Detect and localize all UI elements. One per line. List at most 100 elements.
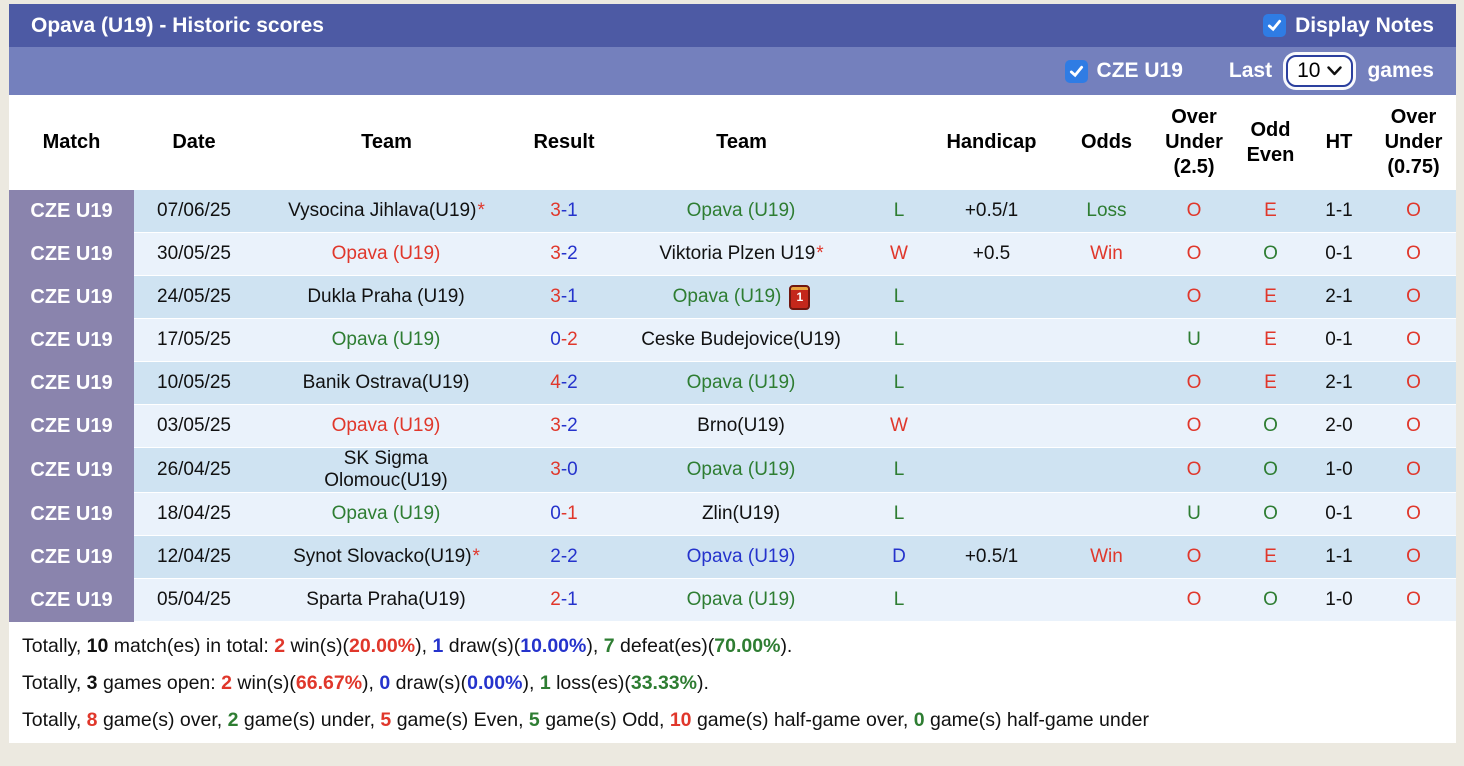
away-team-link[interactable]: Viktoria Plzen U19 (659, 243, 816, 264)
odds-cell (1059, 276, 1154, 319)
home-team-link[interactable]: Dukla Praha (U19) (307, 286, 465, 307)
away-team-link[interactable]: Ceske Budejovice(U19) (641, 329, 841, 350)
date-cell: 26/04/25 (134, 448, 254, 493)
summary: Totally, 10 match(es) in total: 2 win(s)… (9, 622, 1456, 743)
score-cell: 2-2 (519, 536, 609, 579)
summary-segment: game(s) over, (97, 709, 228, 731)
ht-cell: 0-1 (1307, 319, 1371, 362)
summary-segment: 2 (227, 709, 239, 731)
away-team-link[interactable]: Opava (U19) (686, 459, 796, 480)
summary-segment: game(s) half-game over, (691, 709, 914, 731)
summary-segment: 10.00% (520, 635, 587, 657)
summary-segment: games open: (97, 672, 222, 694)
over-under-25-cell: O (1154, 579, 1234, 622)
away-team-cell: Opava (U19) (609, 362, 874, 405)
home-team-link[interactable]: Synot Slovacko(U19) (293, 546, 472, 567)
away-team-link[interactable]: Opava (U19) (686, 589, 796, 610)
away-team-link[interactable]: Opava (U19) (686, 200, 796, 221)
score-cell: 3-2 (519, 405, 609, 448)
home-team-link[interactable]: Banik Ostrava(U19) (302, 372, 470, 393)
summary-segment: game(s) Even, (391, 709, 529, 731)
away-team-cell: Opava (U19) (609, 579, 874, 622)
date-cell: 12/04/25 (134, 536, 254, 579)
summary-segment: draw(s)( (390, 672, 468, 694)
handicap-cell (924, 319, 1059, 362)
away-team-link[interactable]: Zlin(U19) (701, 503, 781, 524)
col-header-date: Date (134, 95, 254, 190)
summary-segment: draw(s)( (443, 635, 521, 657)
away-team-link[interactable]: Brno(U19) (697, 415, 785, 436)
league-filter-toggle[interactable]: CZE U19 (1064, 59, 1183, 83)
outcome-cell: W (874, 405, 924, 448)
over-under-075-cell: O (1371, 233, 1456, 276)
score-link[interactable]: 3-2 (550, 415, 578, 436)
ht-cell: 1-1 (1307, 190, 1371, 233)
title-bar: Opava (U19) - Historic scores Display No… (9, 4, 1456, 47)
home-team-link[interactable]: Opava (U19) (331, 503, 441, 524)
score-link[interactable]: 3-1 (550, 286, 578, 307)
summary-segment: 66.67% (295, 672, 363, 694)
handicap-cell (924, 493, 1059, 536)
score-link[interactable]: 3-2 (550, 243, 578, 264)
summary-segment: game(s) under, (238, 709, 381, 731)
red-card-icon: 1 (789, 284, 811, 310)
odds-cell (1059, 448, 1154, 493)
league-checkbox[interactable] (1064, 59, 1088, 83)
table-row: CZE U19 30/05/25 Opava (U19) 3-2 Viktori… (9, 233, 1456, 276)
summary-segment: 20.00% (348, 635, 416, 657)
home-team-link[interactable]: Opava (U19) (331, 329, 441, 350)
home-team-link[interactable]: Vysocina Jihlava(U19) (288, 200, 477, 221)
over-under-075-cell: O (1371, 319, 1456, 362)
score-link[interactable]: 0-1 (550, 503, 578, 524)
ht-cell: 1-1 (1307, 536, 1371, 579)
summary-segment: 70.00% (714, 635, 781, 657)
ht-cell: 1-0 (1307, 579, 1371, 622)
display-notes-checkbox[interactable] (1263, 14, 1287, 37)
over-under-25-cell: O (1154, 448, 1234, 493)
date-cell: 24/05/25 (134, 276, 254, 319)
league-cell: CZE U19 (9, 405, 134, 448)
odds-cell: Win (1059, 233, 1154, 276)
summary-segment: ), (522, 672, 540, 694)
away-team-link[interactable]: Opava (U19) (686, 546, 796, 567)
league-cell: CZE U19 (9, 190, 134, 233)
odd-even-cell: O (1234, 448, 1307, 493)
table-row: CZE U19 18/04/25 Opava (U19) 0-1 Zlin(U1… (9, 493, 1456, 536)
away-team-link[interactable]: Opava (U19) (672, 286, 782, 307)
home-team-link[interactable]: SK Sigma Olomouc(U19) (324, 448, 448, 491)
home-team-link[interactable]: Opava (U19) (331, 415, 441, 436)
col-header-match: Match (9, 95, 134, 190)
score-link[interactable]: 2-1 (550, 589, 578, 610)
score-link[interactable]: 0-2 (550, 329, 578, 350)
score-link[interactable]: 3-1 (550, 200, 578, 221)
score-cell: 3-2 (519, 233, 609, 276)
over-under-075-cell: O (1371, 362, 1456, 405)
over-under-075-cell: O (1371, 448, 1456, 493)
over-under-25-cell: O (1154, 362, 1234, 405)
home-team-cell: Opava (U19) (254, 233, 519, 276)
ht-cell: 2-1 (1307, 276, 1371, 319)
score-link[interactable]: 2-2 (550, 546, 578, 567)
handicap-cell: +0.5/1 (924, 190, 1059, 233)
handicap-cell (924, 362, 1059, 405)
outcome-cell: L (874, 319, 924, 362)
summary-segment: game(s) Odd, (539, 709, 670, 731)
score-link[interactable]: 3-0 (550, 459, 578, 480)
over-under-25-cell: O (1154, 536, 1234, 579)
games-count-select[interactable]: 10 (1286, 55, 1354, 87)
home-team-link[interactable]: Opava (U19) (331, 243, 441, 264)
summary-segment: 33.33% (630, 672, 697, 694)
away-team-cell: Opava (U19) (609, 536, 874, 579)
odd-even-cell: O (1234, 579, 1307, 622)
home-team-link[interactable]: Sparta Praha(U19) (306, 589, 466, 610)
away-team-link[interactable]: Opava (U19) (686, 372, 796, 393)
score-link[interactable]: 4-2 (550, 372, 578, 393)
col-header-away-team: Team (609, 95, 874, 190)
summary-line: Totally, 10 match(es) in total: 2 win(s)… (22, 628, 1456, 665)
summary-segment: 0.00% (467, 672, 523, 694)
score-cell: 0-2 (519, 319, 609, 362)
league-cell: CZE U19 (9, 362, 134, 405)
outcome-cell: L (874, 493, 924, 536)
score-cell: 2-1 (519, 579, 609, 622)
display-notes-toggle[interactable]: Display Notes (1263, 14, 1434, 38)
